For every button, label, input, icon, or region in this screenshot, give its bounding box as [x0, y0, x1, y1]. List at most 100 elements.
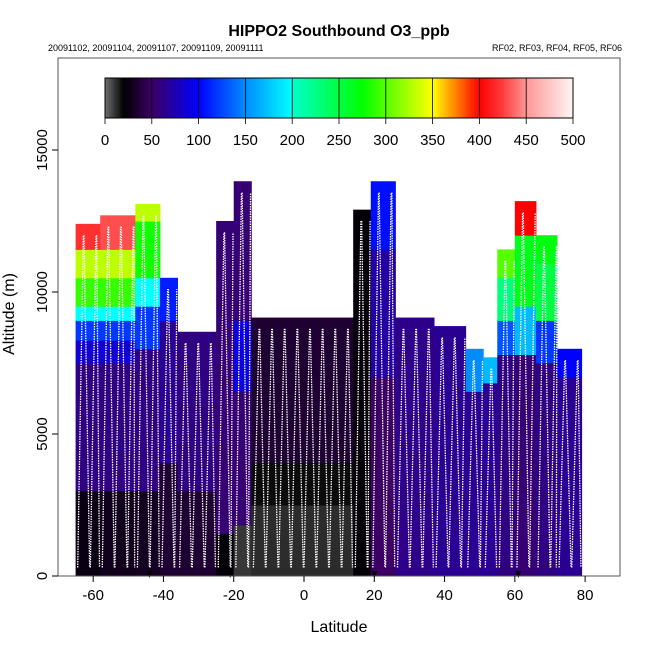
flight-track-segment: [403, 328, 411, 568]
colorbar-swatch: [419, 78, 422, 118]
flight-track-segment: [252, 328, 260, 568]
colorbar-swatch: [346, 78, 349, 118]
colorbar-swatch: [490, 78, 493, 118]
colorbar-swatch: [367, 78, 370, 118]
flight-track-segment: [271, 328, 279, 568]
colorbar-swatch: [528, 78, 531, 118]
colorbar-swatch: [284, 78, 287, 118]
flight-tracks: [77, 192, 582, 568]
colorbar-swatch: [421, 78, 424, 118]
colorbar-swatch: [290, 78, 293, 118]
curtain-cell: [370, 377, 396, 576]
colorbar-swatch: [361, 78, 364, 118]
colorbar-swatch: [337, 78, 340, 118]
colorbar-swatch: [479, 78, 482, 118]
colorbar-swatch: [136, 78, 140, 118]
colorbar-swatch: [114, 78, 117, 118]
colorbar-swatch: [516, 78, 520, 118]
colorbar-swatch: [125, 78, 128, 118]
colorbar-swatch: [241, 78, 244, 118]
colorbar-swatch: [310, 78, 314, 118]
flight-track-segment: [149, 215, 157, 568]
x-tick-label: 80: [577, 587, 594, 604]
colorbar-swatch: [462, 78, 465, 118]
colorbar-swatch: [105, 78, 108, 118]
colorbar-swatch: [232, 78, 235, 118]
colorbar-swatch: [192, 78, 196, 118]
colorbar-swatch: [376, 78, 379, 118]
colorbar-swatch: [221, 78, 224, 118]
colorbar-swatch: [544, 78, 548, 118]
x-tick-label: 60: [506, 587, 523, 604]
colorbar-swatch: [498, 78, 501, 118]
curtain-cell: [497, 354, 516, 576]
colorbar-swatch: [129, 78, 132, 118]
colorbar-swatch: [378, 78, 381, 118]
colorbar-swatch: [413, 78, 417, 118]
colorbar-swatch: [119, 78, 123, 118]
colorbar-swatch: [430, 78, 433, 118]
curtain-cell: [100, 490, 136, 576]
colorbar-swatch: [541, 78, 544, 118]
curtain-cell: [535, 320, 558, 364]
chart-title: HIPPO2 Southbound O3_ppb: [228, 23, 450, 40]
curtain-cell: [370, 249, 396, 378]
colorbar-swatch: [331, 78, 334, 118]
colorbar-swatch: [522, 78, 525, 118]
flight-track-segment: [360, 220, 368, 568]
colorbar-swatch: [174, 78, 177, 118]
flight-track-segment: [473, 360, 481, 568]
colorbar-swatch: [264, 78, 267, 118]
flight-track-segment: [96, 235, 101, 568]
flight-track-segment: [543, 246, 551, 568]
flight-track-segment: [217, 232, 225, 568]
curtain-plot: [75, 181, 583, 576]
colorbar-swatch: [449, 78, 452, 118]
colorbar-swatch: [535, 78, 538, 118]
colorbar-swatch: [148, 78, 151, 118]
flight-track-segment: [341, 328, 349, 568]
colorbar-swatch: [251, 78, 254, 118]
colorbar-swatch: [219, 78, 222, 118]
colorbar-swatch: [355, 78, 359, 118]
colorbar-swatch: [196, 78, 199, 118]
colorbar-swatch: [187, 78, 190, 118]
colorbar-swatch: [301, 78, 304, 118]
colorbar-swatch: [292, 78, 295, 118]
colorbar-swatch: [438, 78, 441, 118]
colorbar-swatch: [466, 78, 469, 118]
flight-track-segment: [511, 260, 515, 568]
curtain-cell: [535, 235, 558, 265]
colorbar-swatch: [325, 78, 329, 118]
colorbar-swatch: [477, 78, 480, 118]
curtain-cell: [100, 306, 136, 321]
flight-track-segment: [347, 328, 354, 568]
flight-track-segment: [290, 328, 298, 568]
flight-track-segment: [422, 328, 430, 568]
colorbar-swatch: [164, 78, 168, 118]
colorbar-swatch: [161, 78, 164, 118]
colorbar-swatch: [335, 78, 338, 118]
colorbar-swatch: [299, 78, 302, 118]
colorbar-swatch: [213, 78, 216, 118]
colorbar-tick-label: 400: [467, 132, 492, 149]
colorbar-swatch: [127, 78, 130, 118]
y-axis: 0 5000 10000 15000: [34, 129, 58, 580]
colorbar-swatch: [305, 78, 308, 118]
colorbar-swatch: [359, 78, 362, 118]
flight-track-segment: [334, 328, 342, 568]
colorbar-swatch: [110, 78, 113, 118]
colorbar-tick-label: 450: [514, 132, 539, 149]
colorbar-swatch: [265, 78, 269, 118]
curtain-cell: [514, 235, 537, 307]
colorbar-swatch: [194, 78, 198, 118]
colorbar-swatch: [163, 78, 166, 118]
colorbar-swatch: [550, 78, 553, 118]
colorbar-swatch: [106, 78, 110, 118]
colorbar-swatch: [514, 78, 518, 118]
colorbar-swatch: [200, 78, 203, 118]
colorbar-swatch: [166, 78, 169, 118]
colorbar-swatch: [222, 78, 226, 118]
colorbar-swatch: [172, 78, 175, 118]
colorbar-swatch: [333, 78, 336, 118]
